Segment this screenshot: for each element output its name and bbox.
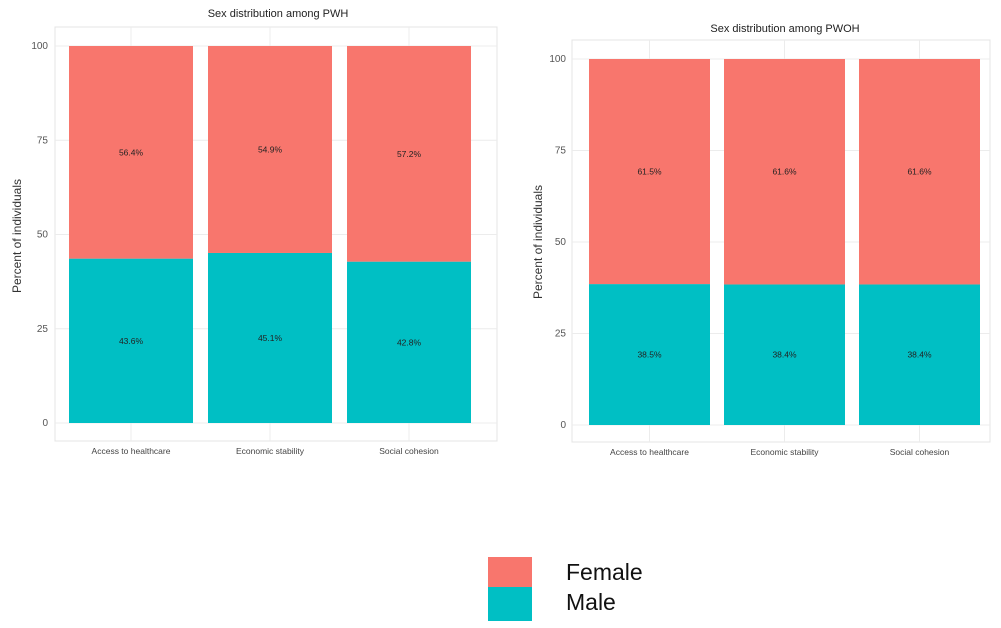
bar-female-pwh: [208, 46, 332, 253]
legend-label-female: Female: [566, 559, 643, 585]
y-tick-label-pwh: 25: [37, 324, 49, 335]
legend-swatch-male: [488, 587, 532, 621]
y-tick-label-pwh: 100: [31, 41, 48, 52]
y-tick-label-pwoh: 100: [549, 54, 566, 65]
bar-female-pwh: [69, 46, 193, 259]
x-tick-label-pwoh: Social cohesion: [890, 447, 950, 457]
legend-label-male: Male: [566, 589, 616, 615]
x-tick-label-pwh: Economic stability: [236, 446, 305, 456]
y-tick-label-pwoh: 0: [560, 420, 566, 431]
legend-swatch-female: [488, 557, 532, 592]
data-label-pwoh: 38.4%: [772, 350, 797, 360]
data-label-pwoh: 38.4%: [907, 350, 932, 360]
data-label-pwh: 43.6%: [119, 336, 144, 346]
y-tick-label-pwoh: 25: [555, 329, 567, 340]
y-tick-label-pwh: 50: [37, 230, 49, 241]
bar-female-pwoh: [589, 59, 710, 285]
y-tick-label-pwoh: 50: [555, 237, 567, 248]
x-tick-label-pwh: Social cohesion: [379, 446, 439, 456]
legend-item-male: Male: [488, 587, 688, 623]
x-tick-label-pwoh: Economic stability: [750, 447, 819, 457]
chart-title-pwh: Sex distribution among PWH: [207, 8, 349, 20]
bar-female-pwoh: [859, 59, 980, 285]
data-label-pwh: 57.2%: [397, 149, 422, 159]
data-label-pwoh: 38.5%: [637, 350, 662, 360]
chart-title-pwoh: Sex distribution among PWOH: [710, 23, 860, 35]
bar-male-pwoh: [859, 284, 980, 425]
data-label-pwh: 54.9%: [258, 144, 283, 154]
y-tick-label-pwh: 0: [42, 418, 48, 429]
bar-female-pwh: [347, 46, 471, 262]
data-label-pwoh: 61.5%: [637, 167, 662, 177]
data-label-pwh: 56.4%: [119, 147, 144, 157]
y-axis-label-pwoh: Percent of individuals: [531, 184, 545, 300]
x-tick-label-pwh: Access to healthcare: [92, 446, 171, 456]
data-label-pwh: 42.8%: [397, 337, 422, 347]
bar-male-pwoh: [724, 284, 845, 425]
bar-male-pwh: [69, 258, 193, 423]
data-label-pwoh: 61.6%: [907, 167, 932, 177]
bar-male-pwoh: [589, 284, 710, 425]
x-tick-label-pwoh: Access to healthcare: [610, 447, 689, 457]
bar-male-pwh: [347, 261, 471, 423]
y-axis-label-pwh: Percent of individuals: [10, 178, 24, 294]
y-tick-label-pwoh: 75: [555, 146, 567, 157]
y-tick-label-pwh: 75: [37, 135, 49, 146]
data-label-pwh: 45.1%: [258, 333, 283, 343]
bar-male-pwh: [208, 252, 332, 423]
data-label-pwoh: 61.6%: [772, 167, 797, 177]
bar-female-pwoh: [724, 59, 845, 285]
legend-item-female: Female: [488, 557, 688, 593]
